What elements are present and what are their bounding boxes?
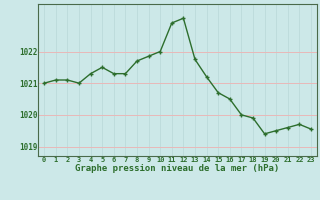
X-axis label: Graphe pression niveau de la mer (hPa): Graphe pression niveau de la mer (hPa) [76, 164, 280, 173]
